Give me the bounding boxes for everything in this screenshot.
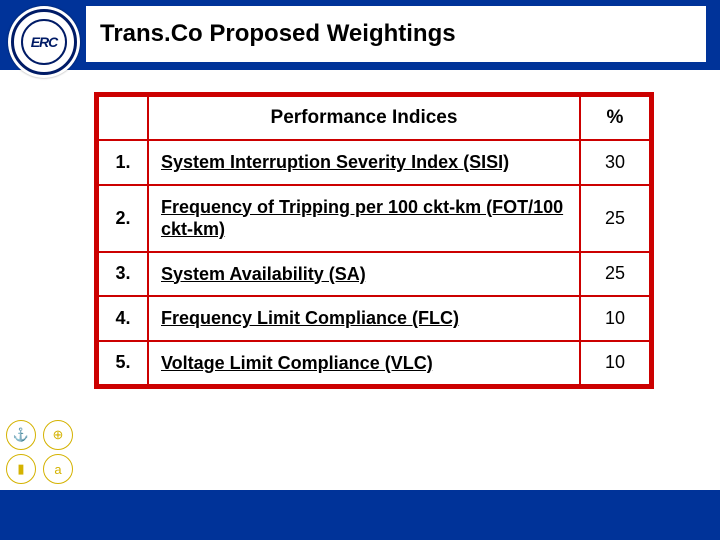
cell-pct: 10 [580, 296, 650, 341]
cell-pct: 25 [580, 185, 650, 252]
mini-icon-1: ⚓ [6, 420, 36, 450]
cell-desc: Frequency of Tripping per 100 ckt-km (FO… [148, 185, 580, 252]
cell-num: 1. [98, 140, 148, 185]
slide: Trans.Co Proposed Weightings ERC Perform… [0, 0, 720, 540]
page-title: Trans.Co Proposed Weightings [100, 20, 456, 48]
cell-pct: 25 [580, 252, 650, 297]
table-row: 2. Frequency of Tripping per 100 ckt-km … [98, 185, 650, 252]
cell-desc: Frequency Limit Compliance (FLC) [148, 296, 580, 341]
erc-logo-outer-ring: ERC [11, 9, 77, 75]
weightings-table-wrap: Performance Indices % 1. System Interrup… [94, 92, 654, 389]
cell-num: 3. [98, 252, 148, 297]
cell-pct: 10 [580, 341, 650, 386]
table-row: 4. Frequency Limit Compliance (FLC) 10 [98, 296, 650, 341]
cell-desc: System Interruption Severity Index (SISI… [148, 140, 580, 185]
weightings-table: Performance Indices % 1. System Interrup… [97, 95, 651, 386]
table-row: 1. System Interruption Severity Index (S… [98, 140, 650, 185]
cell-num: 4. [98, 296, 148, 341]
cell-desc: Voltage Limit Compliance (VLC) [148, 341, 580, 386]
col-header-desc: Performance Indices [148, 96, 580, 140]
mini-icon-4: a [43, 454, 73, 484]
mini-icon-3: ▮ [6, 454, 36, 484]
cell-desc: System Availability (SA) [148, 252, 580, 297]
erc-logo-text: ERC [31, 34, 58, 50]
table-row: 3. System Availability (SA) 25 [98, 252, 650, 297]
mini-icons-group: ⚓ ⊕ ▮ a [6, 420, 76, 484]
col-header-num [98, 96, 148, 140]
table-header-row: Performance Indices % [98, 96, 650, 140]
cell-pct: 30 [580, 140, 650, 185]
erc-logo: ERC [8, 6, 80, 78]
cell-num: 5. [98, 341, 148, 386]
cell-num: 2. [98, 185, 148, 252]
table-row: 5. Voltage Limit Compliance (VLC) 10 [98, 341, 650, 386]
mini-icon-2: ⊕ [43, 420, 73, 450]
erc-logo-inner-ring: ERC [21, 19, 67, 65]
col-header-pct: % [580, 96, 650, 140]
bottom-band [0, 490, 720, 540]
title-box: Trans.Co Proposed Weightings [86, 6, 706, 62]
